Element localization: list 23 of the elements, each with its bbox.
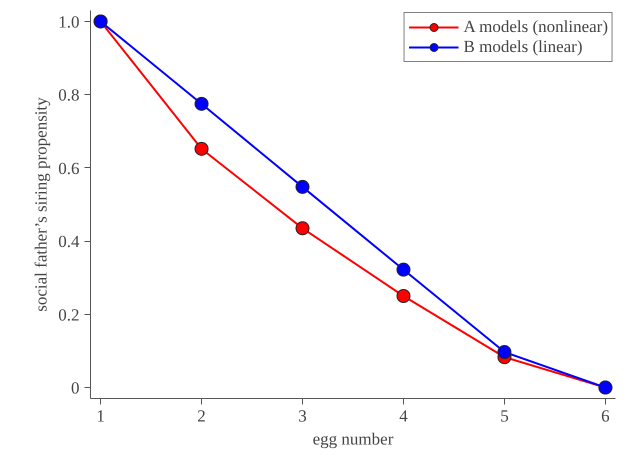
y-tick-label: 0.2 bbox=[58, 305, 80, 324]
point bbox=[296, 180, 310, 194]
y-tick-label: 1.0 bbox=[58, 12, 80, 32]
x-tick-label: 6 bbox=[601, 406, 610, 426]
point bbox=[396, 262, 410, 277]
point bbox=[497, 345, 512, 359]
y-axis-title: social father’s siring propensity bbox=[31, 96, 50, 312]
point bbox=[296, 221, 310, 236]
x-axis-title: egg number bbox=[312, 430, 394, 448]
y-tick-label: 0.4 bbox=[58, 232, 80, 252]
y-tick-label: 0 bbox=[71, 378, 80, 398]
x-tick-label: 4 bbox=[399, 406, 408, 426]
x-tick-label: 3 bbox=[298, 406, 307, 426]
x-tick-label: 1 bbox=[96, 406, 105, 426]
point bbox=[194, 96, 209, 111]
point bbox=[194, 142, 209, 156]
y-tick-label: 0.8 bbox=[58, 86, 80, 105]
y-tick-label: 0.6 bbox=[58, 158, 80, 178]
x-tick-label: 2 bbox=[197, 406, 206, 426]
legend-label: A models (nonlinear) bbox=[464, 17, 608, 37]
point bbox=[396, 289, 410, 303]
x-tick-label: 5 bbox=[500, 406, 509, 426]
legend-label: B models (linear) bbox=[464, 37, 582, 57]
